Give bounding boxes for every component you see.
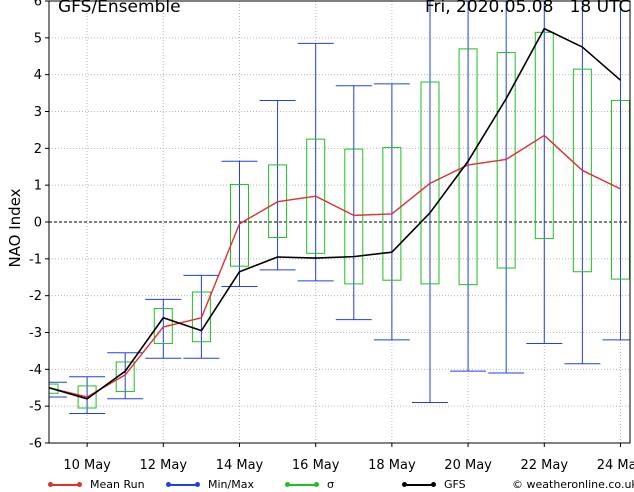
gfs-line [48,27,622,400]
sigma-box [306,138,326,254]
legend-swatch-mean-run [48,482,82,487]
x-tick-labels: 10 May 12 May 14 May 16 May 18 May 20 May 22 M… [63,443,634,473]
legend-label-gfs: GFS [444,478,466,491]
x-tick-label: 14 May [216,458,264,473]
x-tick-label: 18 May [368,458,416,473]
y-tick-label: 5 [34,31,42,46]
x-tick-label: 10 May [63,458,111,473]
y-tick-label: -1 [29,252,42,267]
sigma-box [153,308,173,345]
minmax-whiskers [48,0,630,415]
sigma-box [572,68,592,273]
grid [49,1,630,443]
x-tick-label: 20 May [444,458,492,473]
y-tick-label: -2 [29,289,42,304]
y-tick-label: -3 [29,326,42,341]
run-timestamp: Fri, 2020.05.08 18 UTC [425,0,631,17]
sigma-box [610,99,630,280]
y-tick-label: -4 [29,363,42,378]
y-tick-label: -6 [29,437,42,452]
y-tick-label: 6 [34,0,42,10]
legend-swatch-min-max [166,482,200,487]
x-tick-label: 22 May [520,458,568,473]
legend-label-mean-run: Mean Run [90,478,145,491]
y-tick-label: -5 [29,400,42,415]
mean-run-line [48,134,621,398]
credit-text: © weatheronline.co.uk [512,478,634,491]
y-tick-label: 2 [34,142,42,157]
y-tick-label: 4 [34,68,42,83]
sigma-box [344,148,364,285]
sigma-box [420,81,440,285]
sigma-boxes [48,31,630,409]
x-tick-label: 24 May [597,458,634,473]
sigma-box [268,164,288,238]
sigma-box [458,48,478,286]
y-tick-label: 3 [34,105,42,120]
y-tick-labels: -6 -5 -4 -3 -2 -1 0 1 2 3 4 5 6 [29,0,49,452]
sigma-box [115,361,135,392]
chart-title: GFS/Ensemble [58,0,181,17]
x-tick-label: 16 May [292,458,340,473]
series-lines [48,27,622,400]
x-tick-label: 12 May [140,458,188,473]
legend-label-min-max: Min/Max [208,478,254,491]
legend-swatch-gfs [402,482,436,487]
legend-swatch-sigma [285,482,319,487]
y-tick-label: 1 [34,179,42,194]
y-tick-label: 0 [34,216,42,231]
legend-label-sigma: σ [327,478,334,491]
sigma-box [534,31,554,240]
sigma-box [229,183,249,267]
y-axis-label: NAO Index [6,188,24,268]
